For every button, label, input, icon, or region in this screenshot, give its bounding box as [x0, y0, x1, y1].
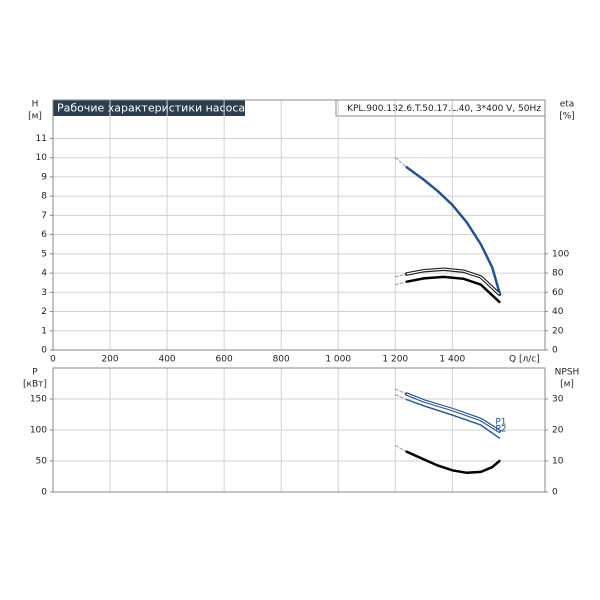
- x-tick-label: 800: [273, 355, 290, 365]
- y2-tick-label: 30: [552, 395, 564, 405]
- y-tick-label: 0: [41, 488, 47, 498]
- series-line: [405, 275, 501, 304]
- y2-tick-label: 40: [552, 307, 564, 317]
- chart-subtitle: KPL.900.132.6.T.50.17.L.40, 3*400 V, 50H…: [347, 104, 541, 114]
- y2-tick-label: 80: [552, 269, 564, 279]
- x-tick-label: 600: [216, 355, 233, 365]
- y-tick-label: 8: [41, 192, 47, 202]
- y-tick-label: 3: [41, 288, 47, 298]
- title-box: [53, 100, 245, 116]
- y2-axis-unit: [%]: [559, 112, 575, 122]
- y-tick-label: 9: [41, 172, 47, 182]
- series-line: [394, 281, 408, 286]
- y-axis-unit: [кВт]: [23, 380, 47, 390]
- y-tick-label: 10: [36, 153, 48, 163]
- x-tick-label: 0: [50, 355, 56, 365]
- plot-frame: [52, 99, 546, 351]
- series-line: [405, 166, 501, 294]
- x-tick-label: 1 000: [325, 355, 351, 365]
- y-tick-label: 7: [41, 211, 47, 221]
- series-line-inner: [406, 393, 500, 432]
- y-tick-label: 5: [41, 249, 47, 259]
- y-tick-label: 150: [30, 395, 47, 405]
- y2-tick-label: 0: [552, 346, 558, 356]
- x-tick-label: 1 200: [382, 355, 408, 365]
- y2-axis-label: NPSH: [555, 368, 580, 378]
- series-line: [406, 398, 501, 439]
- y-axis-label: H: [32, 100, 39, 110]
- series-line-inner: [406, 268, 500, 295]
- series-line: [394, 388, 408, 395]
- y-axis-unit: [м]: [28, 112, 42, 122]
- y2-axis-unit: [м]: [560, 380, 574, 390]
- plot-frame: [52, 367, 546, 493]
- y-tick-label: 1: [41, 326, 47, 336]
- x-tick-label: 200: [101, 355, 118, 365]
- y2-tick-label: 60: [552, 288, 564, 298]
- y2-axis-label: eta: [560, 100, 575, 110]
- series-line: [394, 394, 408, 401]
- y-tick-label: 100: [30, 426, 47, 436]
- series-label: P2: [495, 425, 506, 435]
- x-tick-label: 1 400: [439, 355, 465, 365]
- y2-tick-label: 10: [552, 457, 564, 467]
- x-axis-label: Q [л/с]: [509, 355, 540, 365]
- y-tick-label: 50: [36, 457, 48, 467]
- y2-tick-label: 100: [552, 249, 569, 259]
- series-line: [405, 450, 501, 475]
- chart-title: Рабочие характеристики насоса: [57, 102, 245, 115]
- y-tick-label: 2: [41, 307, 47, 317]
- y-tick-label: 4: [41, 269, 47, 279]
- y-axis-label: P: [32, 368, 38, 378]
- y2-tick-label: 0: [552, 488, 558, 498]
- y-tick-label: 11: [36, 134, 47, 144]
- y2-tick-label: 20: [552, 426, 564, 436]
- y-tick-label: 6: [41, 230, 47, 240]
- series-line: [394, 273, 408, 278]
- series-line: [394, 445, 408, 453]
- series-line: [394, 157, 408, 168]
- y2-tick-label: 20: [552, 326, 564, 336]
- y-tick-label: 0: [41, 346, 47, 356]
- x-tick-label: 400: [158, 355, 175, 365]
- series-label: P1: [495, 418, 506, 428]
